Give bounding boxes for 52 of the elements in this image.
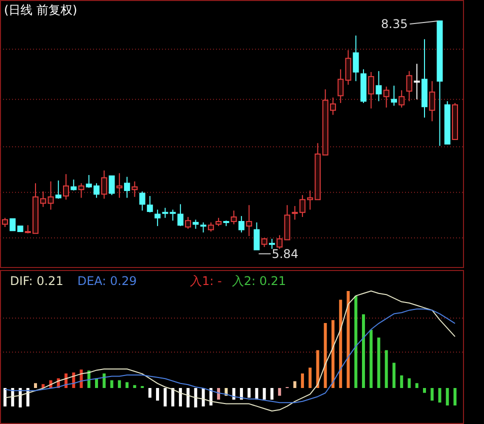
text: 入1: - xyxy=(190,274,222,288)
bar xyxy=(4,388,6,406)
bar xyxy=(384,350,388,388)
bar xyxy=(438,388,442,403)
bar xyxy=(133,385,136,388)
text: DEA: 0.29 xyxy=(77,274,137,288)
bar xyxy=(171,388,174,406)
bar xyxy=(164,388,167,406)
text: DIF: 0.21 xyxy=(10,274,64,288)
bar xyxy=(42,384,45,388)
bar xyxy=(156,388,160,401)
bar xyxy=(331,320,334,388)
bar xyxy=(248,388,251,398)
bar xyxy=(408,378,411,388)
bar xyxy=(308,368,312,388)
chart-title: (日线 前复权) xyxy=(4,3,78,17)
bar xyxy=(377,338,380,388)
bar xyxy=(95,378,98,388)
bar xyxy=(148,388,152,398)
bar xyxy=(118,380,121,388)
bar xyxy=(240,388,243,400)
bar xyxy=(422,388,426,393)
bar xyxy=(270,388,274,400)
bar xyxy=(316,350,320,388)
bar xyxy=(194,388,198,408)
bar xyxy=(415,383,418,388)
bar xyxy=(339,300,342,388)
bar xyxy=(324,323,327,388)
bar xyxy=(300,373,304,388)
bar xyxy=(430,388,434,401)
bar xyxy=(293,381,296,388)
bar xyxy=(454,388,456,406)
bar xyxy=(346,291,350,388)
bar xyxy=(110,380,114,388)
bar xyxy=(186,388,190,408)
bar xyxy=(278,388,282,396)
bar xyxy=(202,388,205,406)
bar xyxy=(34,383,38,388)
bar xyxy=(362,314,365,388)
bar xyxy=(102,373,106,388)
bar xyxy=(400,375,404,388)
text: 入2: 0.21 xyxy=(232,274,286,288)
bar xyxy=(126,382,129,388)
annotation: 8.35 xyxy=(381,16,408,31)
bar xyxy=(392,362,396,388)
annotation: 5.84 xyxy=(272,246,298,261)
bar xyxy=(178,388,182,406)
bar xyxy=(262,388,266,400)
bar xyxy=(446,388,449,406)
bar xyxy=(370,330,373,388)
bar xyxy=(354,296,358,388)
bar xyxy=(255,388,258,400)
